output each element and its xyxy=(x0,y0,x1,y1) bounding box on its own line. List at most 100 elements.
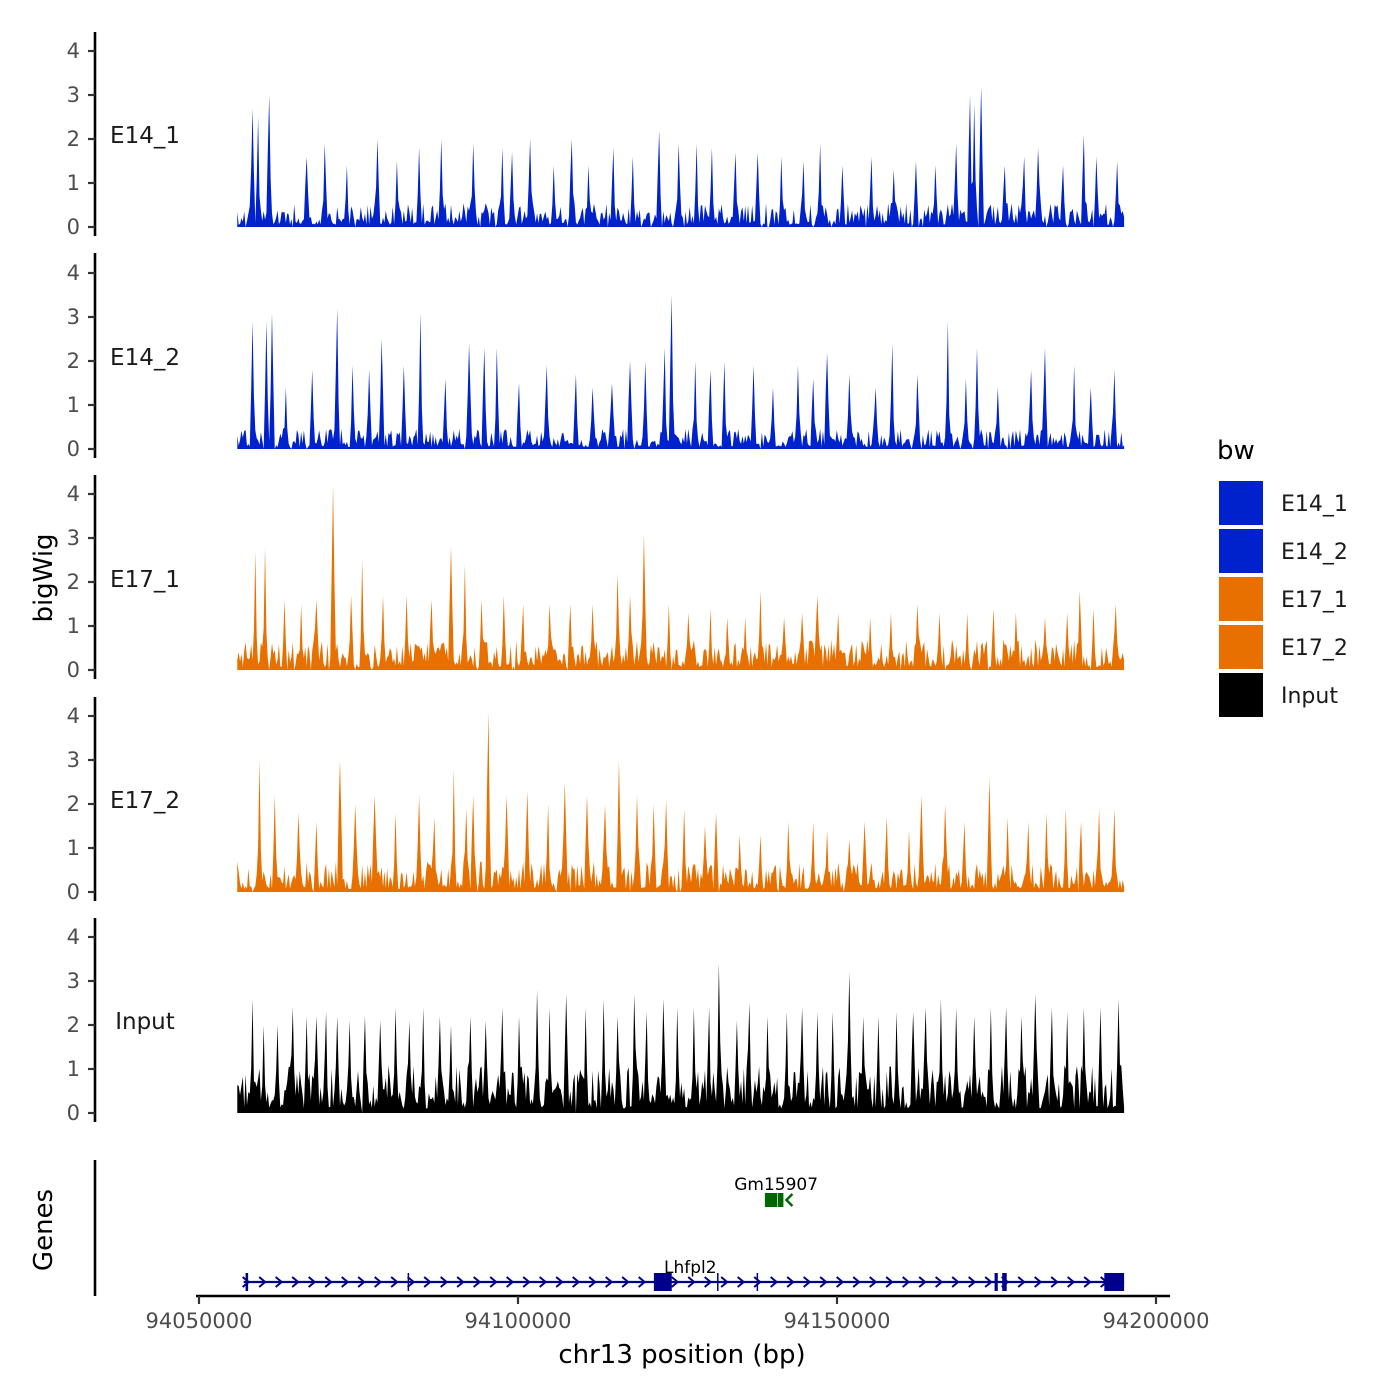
strand-arrow xyxy=(720,1276,729,1288)
track-label: E17_2 xyxy=(110,788,180,814)
y-tick-label: 4 xyxy=(67,39,80,63)
strand-arrow xyxy=(803,1276,812,1288)
legend-item-E14_1: E14_1 xyxy=(1219,481,1348,525)
strand-arrow xyxy=(638,1276,647,1288)
gene-exon xyxy=(245,1273,249,1291)
strand-arrow xyxy=(968,1276,977,1288)
gene-exon xyxy=(717,1273,719,1291)
strand-arrow xyxy=(1050,1276,1059,1288)
strand-arrow xyxy=(555,1276,564,1288)
y-tick-label: 4 xyxy=(67,704,80,728)
gene-exon xyxy=(407,1273,410,1291)
x-axis: 94050000 94100000 94150000 94200000 xyxy=(146,1294,1210,1333)
strand-arrow xyxy=(819,1276,828,1288)
gene-exon xyxy=(777,1193,784,1207)
strand-arrow xyxy=(291,1276,300,1288)
gene-label: Gm15907 xyxy=(734,1175,818,1195)
legend-title: bw xyxy=(1217,436,1255,466)
strand-arrow xyxy=(951,1276,960,1288)
strand-arrow xyxy=(440,1276,449,1288)
track-E14_2: 0 1 2 3 4 E14_2 xyxy=(67,253,1125,461)
y-tick-label: 2 xyxy=(67,570,80,594)
y-tick-label: 2 xyxy=(67,349,80,373)
y-tick-label: 3 xyxy=(67,969,80,993)
legend-swatch xyxy=(1219,577,1263,621)
y-tick-label: 0 xyxy=(67,437,80,461)
strand-arrow xyxy=(341,1276,350,1288)
y-tick-label: 0 xyxy=(67,658,80,682)
strand-arrow xyxy=(836,1276,845,1288)
y-tick-label: 0 xyxy=(67,1101,80,1125)
strand-arrow xyxy=(539,1276,548,1288)
track-E17_1: 0 1 2 3 4 E17_1 xyxy=(67,475,1125,682)
track-Input: 0 1 2 3 4 Input xyxy=(67,918,1125,1125)
legend-label: E17_2 xyxy=(1281,636,1348,661)
y-tick-label: 2 xyxy=(67,127,80,151)
strand-arrow xyxy=(456,1276,465,1288)
strand-arrow xyxy=(522,1276,531,1288)
strand-arrow xyxy=(324,1276,333,1288)
strand-arrow xyxy=(572,1276,581,1288)
y-tick-label: 4 xyxy=(67,925,80,949)
strand-arrow xyxy=(753,1276,762,1288)
legend-label: E17_1 xyxy=(1281,588,1348,613)
strand-arrow xyxy=(1067,1276,1076,1288)
track-label: E17_1 xyxy=(110,567,180,593)
x-tick-label: 94100000 xyxy=(465,1309,572,1333)
strand-arrow xyxy=(473,1276,482,1288)
strand-arrow xyxy=(737,1276,746,1288)
strand-arrow xyxy=(357,1276,366,1288)
strand-arrow xyxy=(506,1276,515,1288)
legend-label: Input xyxy=(1281,684,1338,709)
strand-arrow xyxy=(258,1276,267,1288)
legend-swatch xyxy=(1219,673,1263,717)
y-tick-label: 0 xyxy=(67,880,80,904)
gene-label: Lhfpl2 xyxy=(664,1258,717,1278)
strand-arrow xyxy=(885,1276,894,1288)
strand-arrow xyxy=(984,1276,993,1288)
signal-area-E14_2 xyxy=(237,295,1125,449)
y-tick-label: 1 xyxy=(67,614,80,638)
x-tick-label: 94200000 xyxy=(1103,1309,1210,1333)
strand-arrow xyxy=(784,1193,794,1207)
strand-arrow xyxy=(423,1276,432,1288)
y-tick-label: 1 xyxy=(67,836,80,860)
legend-item-E17_1: E17_1 xyxy=(1219,577,1348,621)
y-tick-label: 2 xyxy=(67,1013,80,1037)
legend-swatch xyxy=(1219,481,1263,525)
legend-label: E14_1 xyxy=(1281,492,1348,517)
gene-exon xyxy=(994,1273,998,1291)
strand-arrow xyxy=(308,1276,317,1288)
legend-swatch xyxy=(1219,625,1263,669)
legend-label: E14_2 xyxy=(1281,540,1348,565)
signal-area-E17_1 xyxy=(237,485,1125,670)
gene-exon xyxy=(653,1273,672,1291)
legend-item-E17_2: E17_2 xyxy=(1219,625,1348,669)
y-tick-label: 2 xyxy=(67,792,80,816)
strand-arrow xyxy=(869,1276,878,1288)
x-tick-label: 94150000 xyxy=(784,1309,891,1333)
y-tick-label: 1 xyxy=(67,393,80,417)
y-axis-title: bigWig xyxy=(29,533,59,622)
gene-Gm15907: Gm15907 xyxy=(734,1175,818,1207)
strand-arrow xyxy=(588,1276,597,1288)
y-tick-label: 3 xyxy=(67,526,80,550)
signal-area-E17_2 xyxy=(237,711,1125,892)
y-tick-label: 3 xyxy=(67,305,80,329)
legend-item-Input: Input xyxy=(1219,673,1338,717)
signal-area-E14_1 xyxy=(237,86,1125,227)
gene-exon xyxy=(756,1273,759,1291)
genes-axis-title: Genes xyxy=(29,1189,59,1271)
gene-exon xyxy=(1002,1273,1007,1291)
strand-arrow xyxy=(852,1276,861,1288)
strand-arrow xyxy=(605,1276,614,1288)
strand-arrow xyxy=(902,1276,911,1288)
strand-arrow xyxy=(390,1276,399,1288)
y-tick-label: 4 xyxy=(67,482,80,506)
strand-arrow xyxy=(687,1276,696,1288)
gene-exon xyxy=(1104,1273,1125,1291)
gene-exon xyxy=(764,1193,778,1207)
y-tick-label: 4 xyxy=(67,261,80,285)
track-label: E14_2 xyxy=(110,345,180,371)
